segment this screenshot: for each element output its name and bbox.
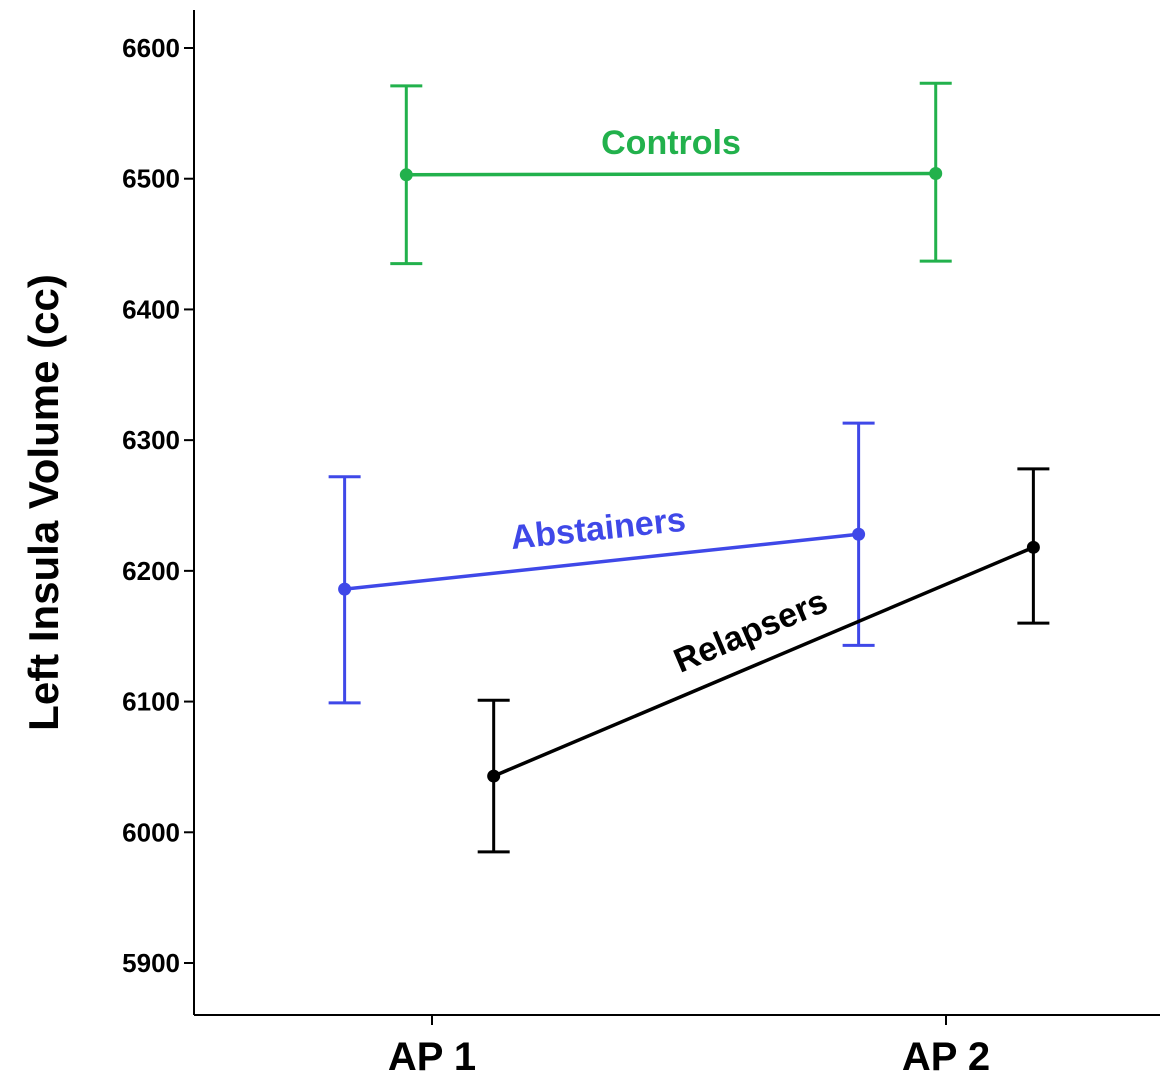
y-tick-label: 6600	[122, 33, 180, 63]
series-label: Controls	[601, 124, 741, 162]
data-point	[399, 168, 413, 182]
data-point	[929, 166, 943, 180]
y-axis-label: Left Insula Volume (cc)	[20, 274, 67, 731]
data-point	[338, 582, 352, 596]
x-tick-label: AP 1	[388, 1035, 476, 1079]
y-tick-label: 6400	[122, 294, 180, 324]
axes	[193, 10, 1160, 1016]
series-abstainers: Abstainers	[328, 421, 875, 705]
series-line	[406, 171, 936, 177]
data-point	[1026, 540, 1040, 554]
series-label: Abstainers	[509, 501, 688, 557]
y-tick-label: 6100	[122, 687, 180, 717]
y-tick-label: 6300	[122, 425, 180, 455]
y-tick-label: 5900	[122, 948, 180, 978]
series-line	[344, 532, 859, 591]
data-point	[487, 769, 501, 783]
y-tick-label: 6000	[122, 817, 180, 847]
x-ticks: AP 1 AP 2	[388, 1015, 990, 1079]
series-line	[492, 545, 1035, 778]
y-tick-label: 6200	[122, 556, 180, 586]
y-tick-label: 6500	[122, 164, 180, 194]
x-tick-label: AP 2	[902, 1035, 990, 1079]
y-ticks: 5900 6000 6100 6200 6300 6400 6500 6600	[122, 33, 194, 978]
data-point	[852, 527, 866, 541]
series-controls: Controls	[390, 81, 952, 266]
